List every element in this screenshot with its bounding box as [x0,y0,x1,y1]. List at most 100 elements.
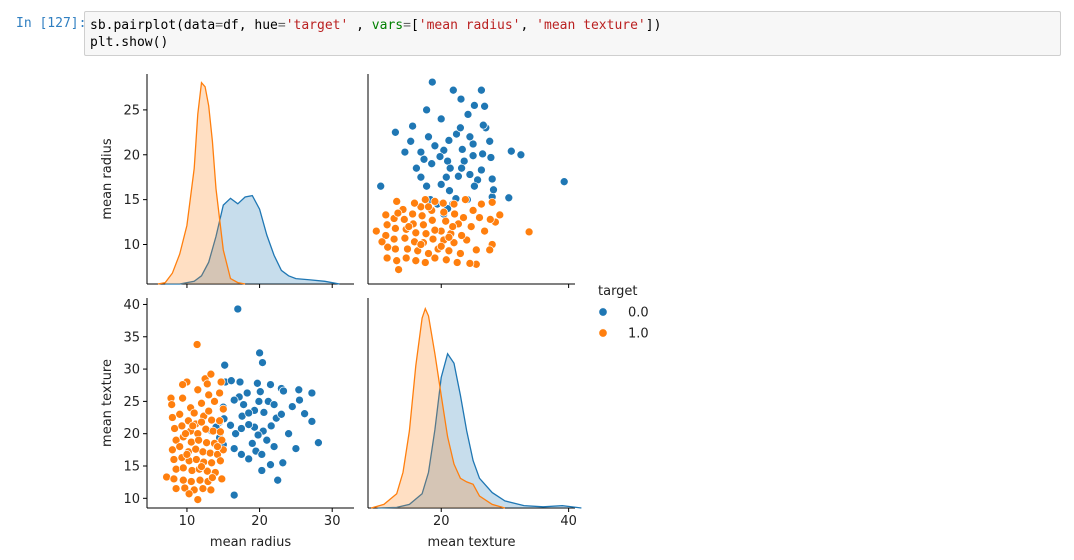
scatter-point [419,220,428,230]
scatter-point [247,439,257,448]
scatter-point [169,474,179,484]
scatter-point [456,249,465,258]
scatter-point [475,213,484,222]
scatter-point [412,163,421,173]
scatter-point [188,421,198,431]
scatter-point [389,234,399,244]
scatter-point [439,207,449,217]
code-token: sb.pairplot(data [90,18,216,33]
scatter-point [468,139,478,149]
scatter-point [208,426,218,436]
scatter-point [411,256,421,266]
code-token: 'mean texture' [536,18,646,33]
scatter-point [411,228,421,238]
scatter-point [206,369,216,379]
scatter-point [239,400,248,409]
scatter-point [213,442,222,451]
scatter-point [470,181,479,191]
kde-radius-0-line [165,194,340,285]
scatter-point [255,348,264,358]
scatter-point [229,490,239,500]
scatter-point [486,153,496,162]
scatter-point [244,408,254,418]
scatter-point [182,450,192,459]
scatter-point [287,402,297,411]
scatter-point [454,171,463,181]
scatter-point [430,141,440,151]
scatter-point [189,408,199,418]
kde-radius-0-fill [165,195,340,284]
y-tick-label: 40 [123,298,140,313]
scatter-point [381,210,391,220]
scatter-point [207,458,216,468]
code-token: , [348,18,372,33]
scatter-point [489,185,498,195]
scatter-point [445,186,454,196]
scatter-point [192,340,202,349]
scatter-point [237,450,246,459]
scatter-point [436,241,446,251]
scatter-point [314,438,323,448]
x-axis-label-radius: mean radius [210,535,291,550]
scatter-point [430,197,440,206]
scatter-point [382,253,392,263]
scatter-point [471,245,481,255]
scatter-point [436,114,446,124]
scatter-point [259,408,269,417]
scatter-point [435,152,445,161]
kde-texture-1-line [371,306,506,509]
scatter-point [457,163,466,173]
code-text[interactable]: sb.pairplot(data=df, hue='target' , vars… [90,17,661,51]
scatter-point [408,121,417,131]
scatter-point [391,244,400,254]
scatter-point [404,222,414,231]
x-tick-label: 10 [179,514,196,529]
scatter-point [391,127,400,137]
scatter-point [205,448,215,458]
scatter-point [307,417,317,426]
scatter-point [456,123,465,133]
scatter-point [424,132,433,142]
scatter-point [495,210,505,220]
scatter-point [284,429,293,439]
scatter-point [465,170,475,179]
scatter-point [170,424,179,433]
scatter-point [218,404,228,414]
scatter-point [487,174,497,184]
scatter-point [266,421,276,431]
scatter-point [215,416,224,426]
scatter-point [422,181,431,191]
scatter-point [273,475,283,485]
scatter-point [371,226,381,236]
scatter-point [439,145,449,155]
scatter-point [258,358,267,367]
scatter-point [394,265,403,274]
scatter-point [181,429,190,439]
scatter-point [416,240,426,249]
y-tick-label: 20 [123,148,140,163]
legend-marker-0-0 [598,307,608,317]
scatter-point [457,231,466,240]
scatter-point [416,147,426,157]
scatter-point [424,249,433,258]
scatter-point [477,199,486,209]
scatter-point [441,172,451,182]
scatter-point [266,460,275,470]
code-cell-input[interactable]: sb.pairplot(data=df, hue='target' , vars… [84,11,1061,56]
scatter-point [430,253,440,263]
scatter-point [421,229,431,239]
scatter-point [477,165,486,175]
scatter-point [506,146,516,156]
scatter-point [220,360,230,370]
scatter-point [266,380,275,389]
y-tick-label: 10 [123,492,140,507]
scatter-point [207,415,216,425]
scatter-point [427,159,437,169]
scatter-point [441,216,451,226]
code-token: , [520,18,537,33]
scatter-point [198,484,208,493]
scatter-point [210,397,219,406]
scatter-point [436,180,446,189]
scatter-point [216,427,225,437]
scatter-point [524,227,534,237]
